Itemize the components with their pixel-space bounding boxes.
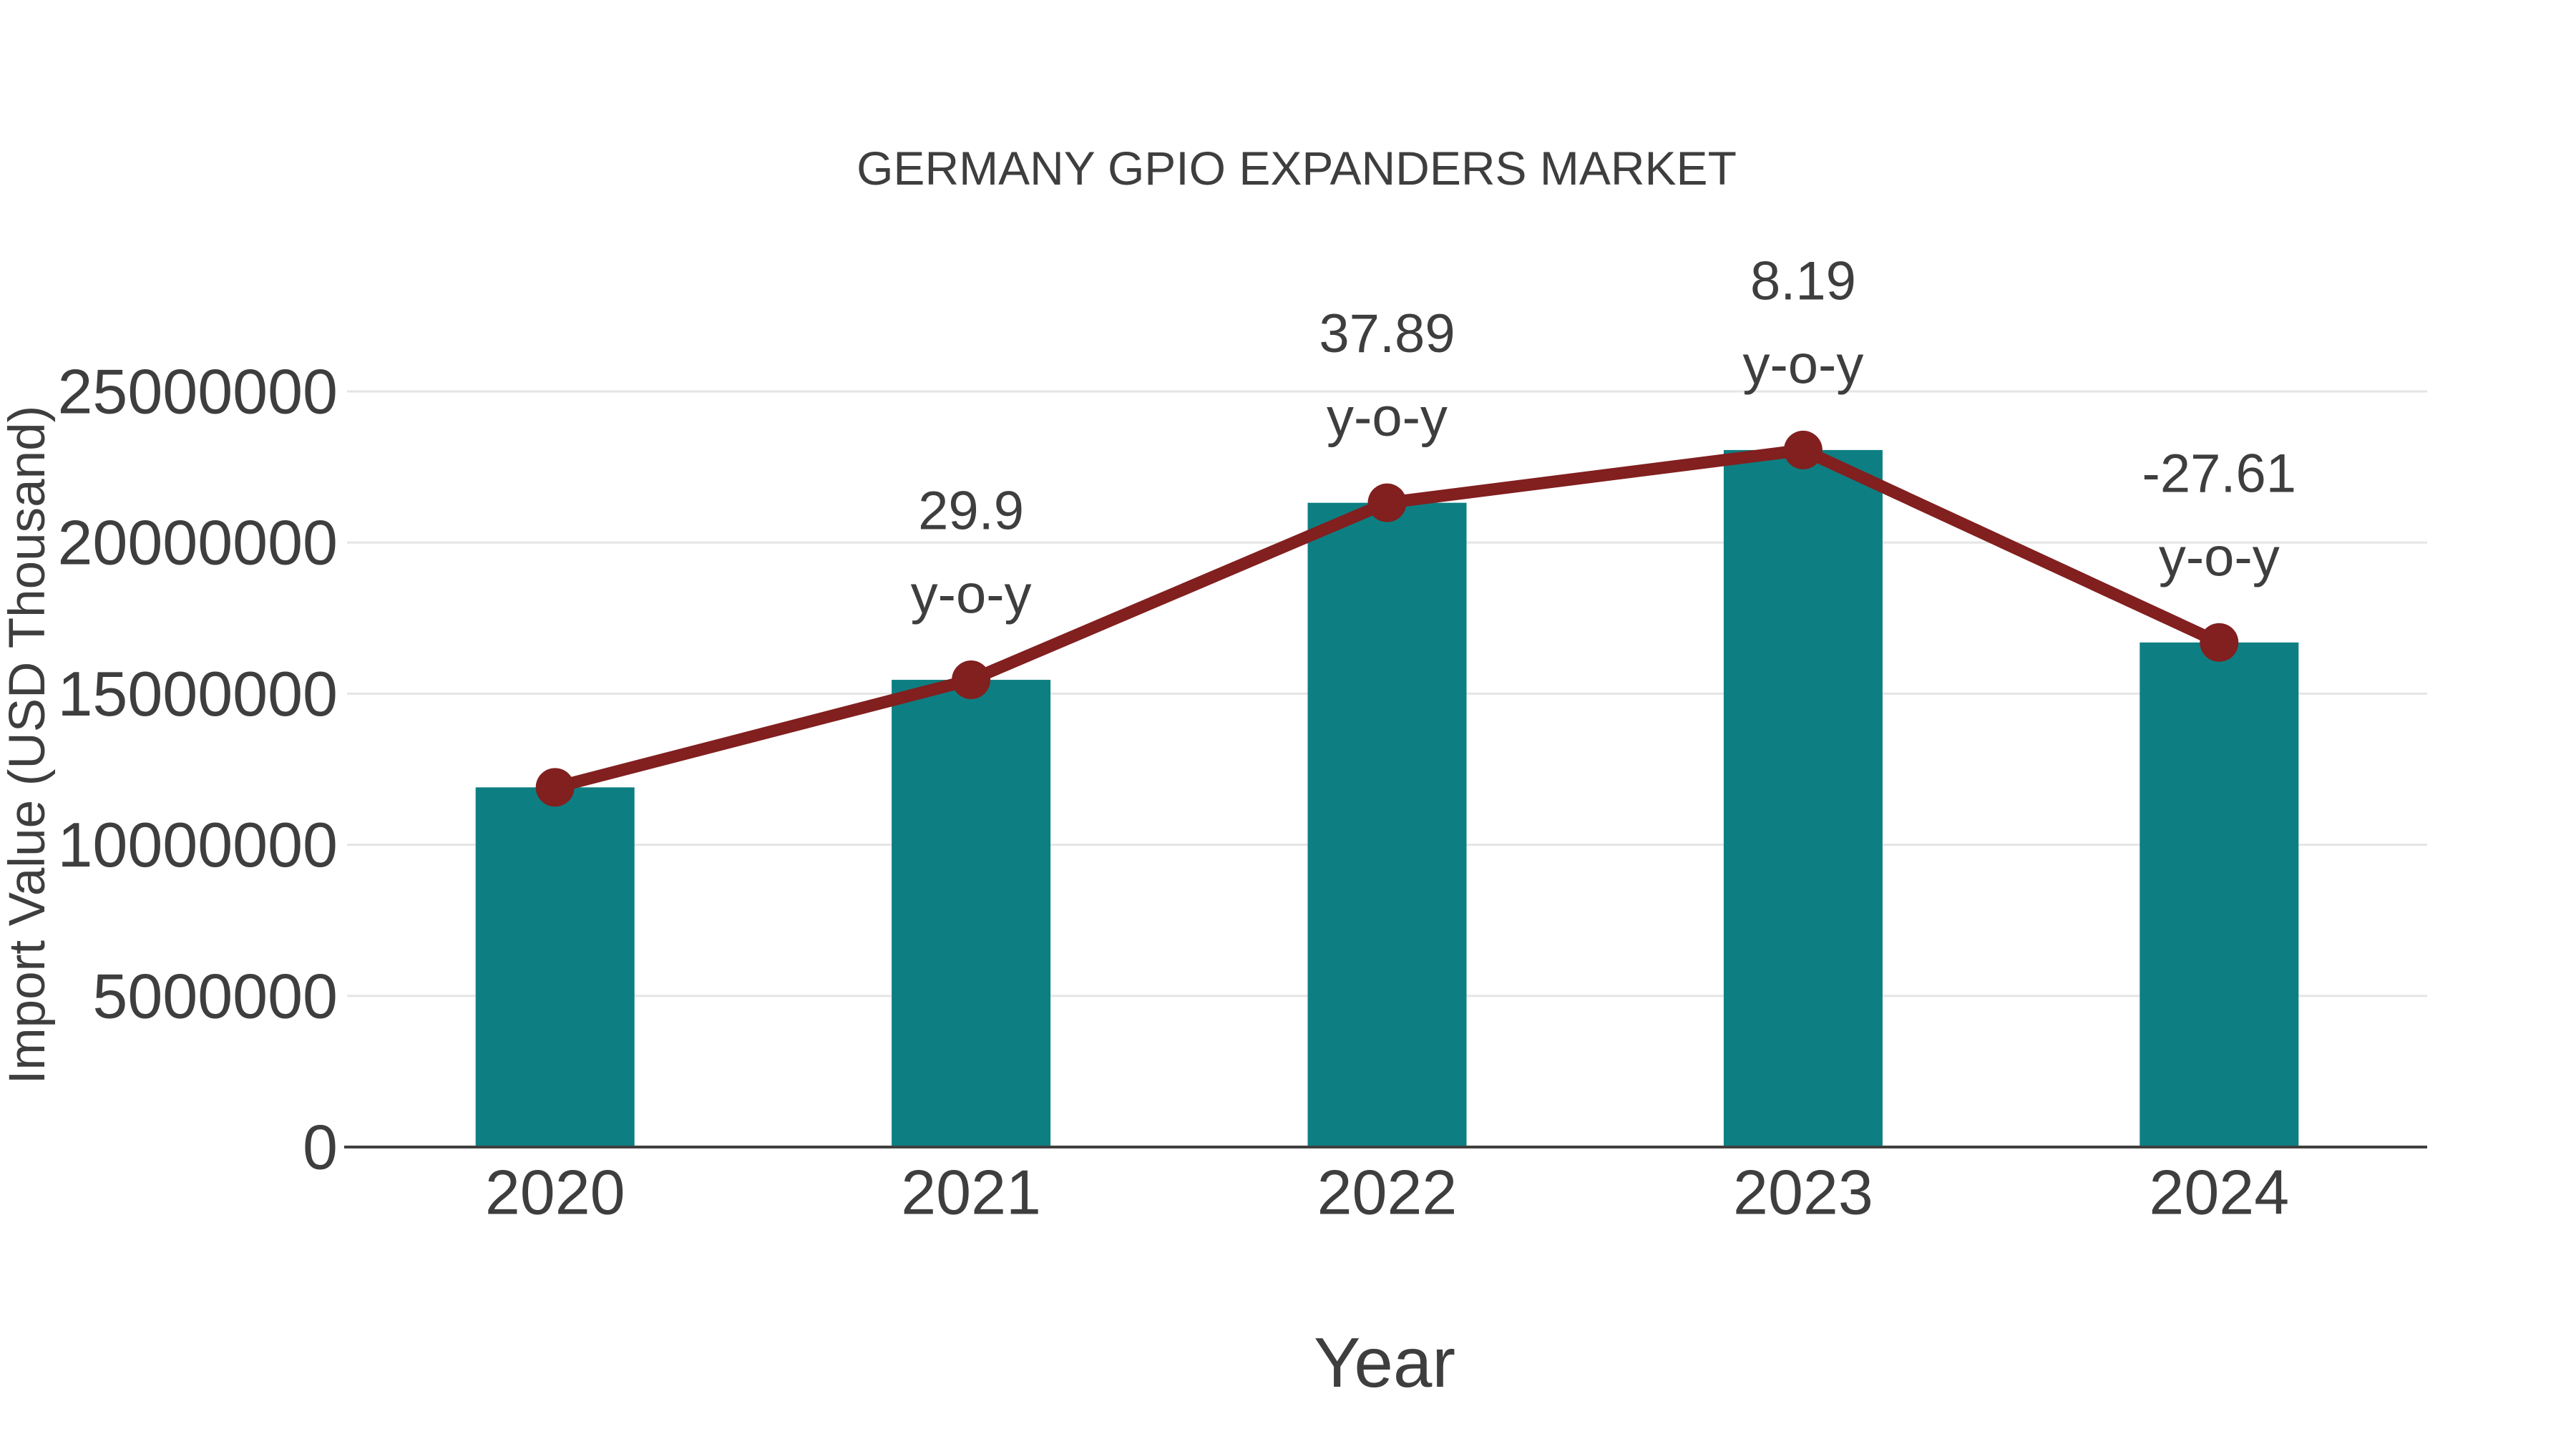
x-tick-label: 2021 — [901, 1157, 1041, 1228]
growth-annotation-unit: y-o-y — [1327, 387, 1448, 448]
x-tick-label: 2020 — [485, 1157, 625, 1228]
data-point-marker-2020 — [535, 768, 575, 807]
data-point-marker-2022 — [1367, 483, 1407, 522]
y-tick-label: 15000000 — [57, 658, 338, 729]
tick-labels-layer: 0 5000000 10000000 15000000 20000000 25000000… — [57, 356, 2289, 1228]
growth-annotation-value: -27.61 — [2142, 443, 2297, 504]
growth-annotation-value: 8.19 — [1750, 250, 1856, 311]
y-axis-title: Import Value (USD Thousand) — [0, 406, 56, 1084]
bars-layer — [475, 449, 2299, 1147]
y-tick-label: 10000000 — [57, 809, 338, 880]
growth-annotation-unit: y-o-y — [911, 565, 1032, 625]
bar-2023 — [1723, 449, 1883, 1147]
bar-2020 — [475, 787, 635, 1147]
data-point-marker-2024 — [2200, 623, 2239, 662]
annotations-layer: 29.9 y-o-y 37.89 y-o-y 8.19 y-o-y -27.61 y-o-y — [911, 250, 2296, 625]
data-point-marker-2023 — [1783, 430, 1823, 469]
data-point-marker-2021 — [952, 660, 991, 700]
x-tick-label: 2022 — [1317, 1157, 1458, 1228]
bar-2021 — [892, 680, 1051, 1147]
growth-annotation-unit: y-o-y — [2159, 527, 2280, 587]
y-tick-label: 25000000 — [57, 356, 338, 427]
chart-title: GERMANY GPIO EXPANDERS MARKET — [857, 142, 1737, 195]
x-tick-label: 2023 — [1733, 1157, 1873, 1228]
x-tick-label: 2024 — [2149, 1157, 2289, 1228]
trend-line-layer — [535, 430, 2239, 807]
bar-2022 — [1307, 502, 1467, 1147]
x-axis-title: Year — [1314, 1323, 1455, 1402]
growth-annotation-value: 29.9 — [918, 481, 1024, 542]
y-tick-label: 20000000 — [57, 507, 338, 578]
y-tick-label: 0 — [303, 1112, 338, 1183]
bar-2024 — [2140, 642, 2299, 1147]
growth-annotation-value: 37.89 — [1319, 303, 1455, 364]
y-tick-label: 5000000 — [92, 960, 338, 1031]
growth-annotation-unit: y-o-y — [1742, 334, 1863, 395]
